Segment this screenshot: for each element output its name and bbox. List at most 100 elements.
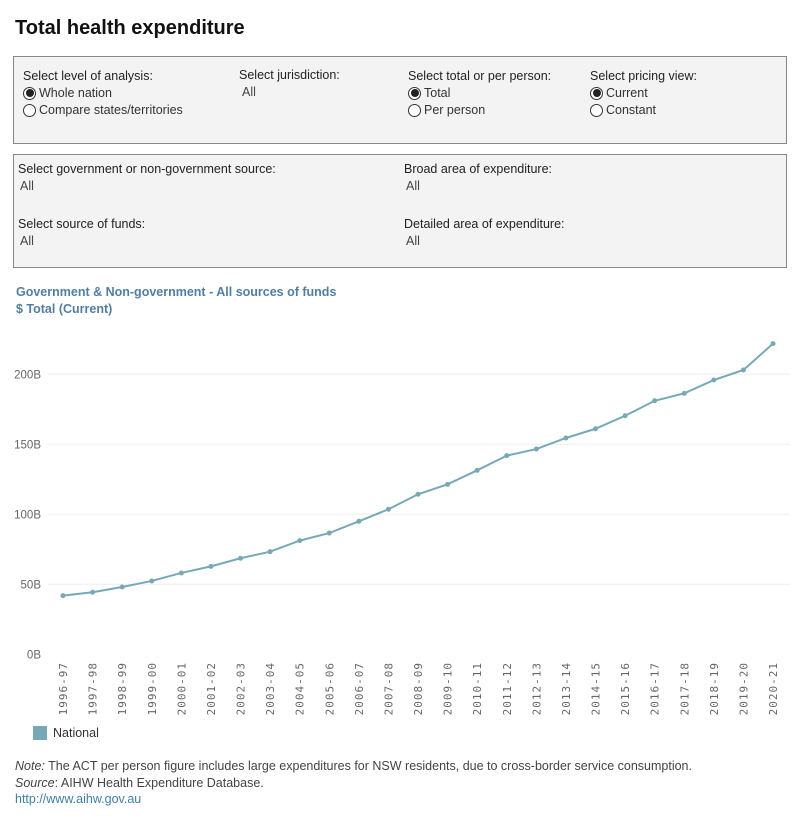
radio-label: Whole nation xyxy=(39,86,112,100)
aihw-link[interactable]: http://www.aihw.gov.au xyxy=(15,792,142,806)
radio-per-person[interactable]: Per person xyxy=(408,103,485,117)
filter-panel-secondary: Select government or non-government sour… xyxy=(13,154,787,268)
x-tick-label: 1997-98 xyxy=(87,662,100,715)
x-tick-label: 2005-06 xyxy=(323,662,336,715)
detailed-area-label: Detailed area of expenditure: xyxy=(404,217,565,231)
x-tick-label: 2008-09 xyxy=(412,662,425,715)
data-point xyxy=(149,578,155,584)
x-tick-label: 2006-07 xyxy=(353,662,366,715)
x-tick-label: 2013-14 xyxy=(560,662,573,715)
data-point xyxy=(385,506,391,512)
source-funds-dropdown[interactable]: All xyxy=(20,234,34,248)
data-point xyxy=(622,413,628,419)
x-tick-label: 1998-99 xyxy=(116,662,129,715)
data-point xyxy=(533,446,539,452)
page-title: Total health expenditure xyxy=(15,17,245,39)
source-text: : AIHW Health Expenditure Database. xyxy=(54,776,264,790)
x-tick-label: 2010-11 xyxy=(471,662,484,715)
data-point xyxy=(474,467,480,473)
x-tick-label: 2001-02 xyxy=(205,662,218,715)
radio-label: Per person xyxy=(424,103,486,117)
data-point xyxy=(415,491,421,497)
jurisdiction-label: Select jurisdiction: xyxy=(239,68,340,82)
data-point xyxy=(267,549,273,555)
jurisdiction-dropdown[interactable]: All xyxy=(242,85,256,99)
y-tick-label: 200B xyxy=(14,369,41,381)
x-tick-label: 2011-12 xyxy=(501,662,514,715)
data-point xyxy=(681,390,687,396)
broad-area-label: Broad area of expenditure: xyxy=(404,162,553,176)
data-point xyxy=(770,341,776,347)
legend: National xyxy=(33,726,99,740)
line-chart: 0B 50B 100B 150B 200B 1996-97 1997-98 1998-99 19… xyxy=(14,341,790,715)
source-note: Source: AIHW Health Expenditure Database… xyxy=(15,776,264,790)
data-point xyxy=(208,563,214,569)
y-tick-label: 150B xyxy=(14,439,41,451)
radio-constant[interactable]: Constant xyxy=(590,103,656,117)
x-tick-label: 2017-18 xyxy=(678,662,691,715)
x-tick-label: 2019-20 xyxy=(737,662,750,715)
radio-whole-nation[interactable]: Whole nation xyxy=(23,86,112,100)
x-tick-label: 2016-17 xyxy=(649,662,662,715)
data-point xyxy=(711,377,717,383)
radio-total[interactable]: Total xyxy=(408,86,450,100)
x-tick-label: 2007-08 xyxy=(382,662,395,715)
radio-empty-icon xyxy=(590,103,603,117)
footnote: Note: The ACT per person figure includes… xyxy=(15,759,692,773)
y-tick-label: 0B xyxy=(27,649,41,661)
x-tick-label: 2018-19 xyxy=(708,662,721,715)
data-point xyxy=(178,570,184,576)
radio-compare-states[interactable]: Compare states/territories xyxy=(23,103,183,117)
radio-selected-icon xyxy=(23,86,36,100)
x-tick-label: 1996-97 xyxy=(57,662,70,715)
source-label: Source xyxy=(15,776,55,790)
chart-title: Government & Non-government - All source… xyxy=(16,285,337,299)
data-point xyxy=(356,518,362,524)
x-tick-label: 2000-01 xyxy=(175,662,188,715)
data-point xyxy=(652,398,658,404)
x-tick-label: 2014-15 xyxy=(590,662,603,715)
x-tick-label: 2009-10 xyxy=(442,662,455,715)
data-point xyxy=(326,530,332,536)
data-point xyxy=(593,426,598,432)
data-point xyxy=(504,453,510,459)
data-point xyxy=(119,584,125,590)
x-tick-label: 2012-13 xyxy=(530,662,543,715)
radio-empty-icon xyxy=(23,103,36,117)
chart-subtitle: $ Total (Current) xyxy=(16,302,113,316)
series-line-national xyxy=(62,342,774,597)
source-funds-label: Select source of funds: xyxy=(18,217,146,231)
x-tick-label: 2015-16 xyxy=(619,662,632,715)
detailed-area-dropdown[interactable]: All xyxy=(406,234,420,248)
gov-source-dropdown[interactable]: All xyxy=(20,179,34,193)
data-point xyxy=(445,481,451,487)
gov-source-label: Select government or non-government sour… xyxy=(18,162,276,176)
y-tick-label: 50B xyxy=(21,579,42,591)
radio-label: Compare states/territories xyxy=(39,103,183,117)
radio-selected-icon xyxy=(590,86,603,100)
radio-label: Current xyxy=(606,86,648,100)
pricing-label: Select pricing view: xyxy=(590,69,697,83)
x-tick-label: 2020-21 xyxy=(767,662,780,715)
total-label: Select total or per person: xyxy=(408,69,552,83)
legend-label: National xyxy=(53,726,99,740)
level-label: Select level of analysis: xyxy=(23,69,153,83)
legend-swatch xyxy=(33,726,47,740)
radio-label: Total xyxy=(424,86,451,100)
data-point xyxy=(60,593,66,599)
filter-panel-primary: Select level of analysis: Whole nation C… xyxy=(13,56,787,144)
radio-current[interactable]: Current xyxy=(590,86,648,100)
radio-empty-icon xyxy=(408,103,421,117)
note-label: Note: xyxy=(15,759,45,773)
radio-selected-icon xyxy=(408,86,421,100)
data-point xyxy=(90,589,96,595)
x-tick-label: 2004-05 xyxy=(294,662,307,715)
aihw-link-wrap: http://www.aihw.gov.au xyxy=(15,792,141,806)
x-tick-label: 2002-03 xyxy=(235,662,248,715)
x-tick-label: 2003-04 xyxy=(264,662,277,715)
data-point xyxy=(297,538,303,544)
broad-area-dropdown[interactable]: All xyxy=(406,179,420,193)
data-point xyxy=(740,367,746,373)
y-tick-label: 100B xyxy=(14,509,41,521)
x-tick-label: 1999-00 xyxy=(146,662,159,715)
